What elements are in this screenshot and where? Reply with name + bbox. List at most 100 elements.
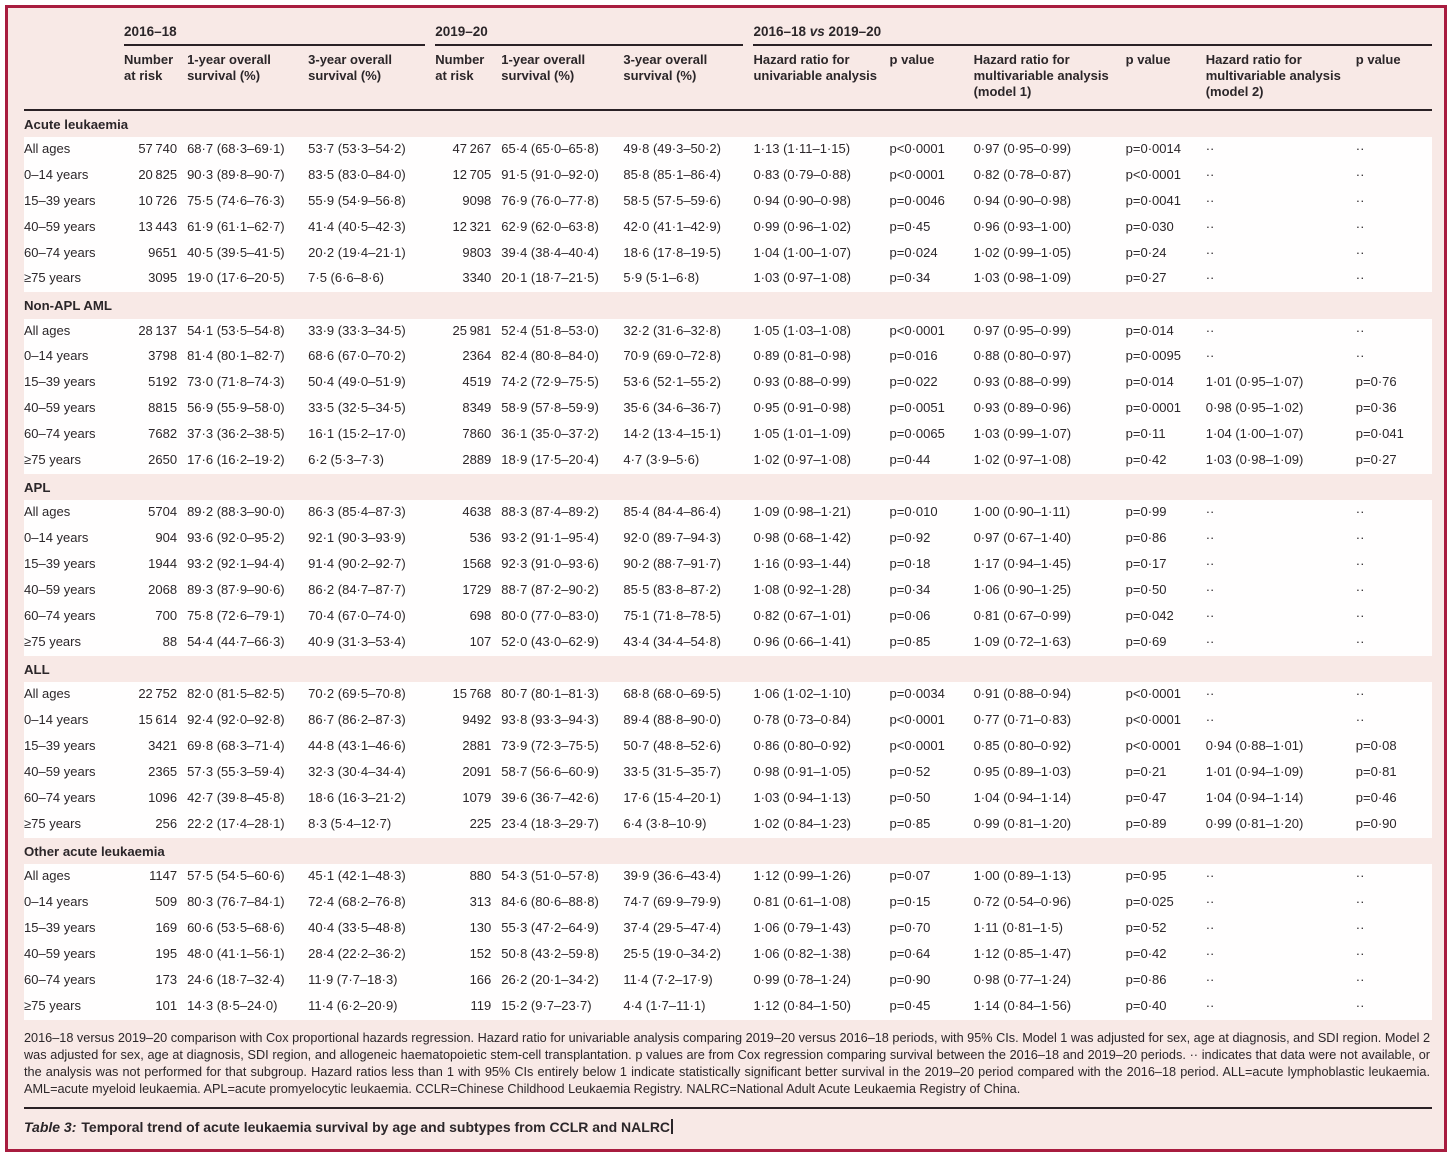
hr-univariable-cell: 0·99 (0·96–1·02): [753, 214, 890, 241]
hr-model1-cell: 1·03 (0·99–1·07): [973, 422, 1126, 449]
p-value-cell: ··: [1355, 578, 1432, 605]
os-1year-cell: 65·4 (65·0–65·8): [501, 136, 624, 163]
os-3year-cell: 50·4 (49·0–51·9): [308, 370, 436, 397]
section-row-other-acute-leukaemia: Other acute leukaemia: [24, 837, 1432, 864]
vs-text: vs: [809, 24, 825, 39]
age-row-60-74-years: 60–74 years 9651 40·5 (39·5–41·5) 20·2 (19·…: [24, 240, 1432, 267]
os-1year-cell: 93·6 (92·0–95·2): [187, 526, 309, 553]
hr-model1-cell: 1·12 (0·85–1·47): [973, 941, 1126, 968]
corner-cell: [24, 18, 124, 46]
p-value-cell: ··: [1355, 318, 1432, 345]
hr-model1-cell: 0·94 (0·90–0·98): [973, 188, 1126, 215]
hr-model2-cell: 1·01 (0·95–1·07): [1205, 370, 1356, 397]
os-3year-cell: 16·1 (15·2–17·0): [308, 422, 436, 449]
p-value-cell: p=0·70: [889, 915, 974, 942]
p-value-cell: p=0·0046: [889, 188, 974, 215]
row-label: All ages: [24, 682, 125, 709]
p-value-cell: p=0·0041: [1125, 188, 1206, 215]
hr-model1-cell: 1·04 (0·94–1·14): [973, 785, 1126, 812]
row-label: 0–14 years: [24, 708, 125, 735]
os-3year-cell: 86·3 (85·4–87·3): [308, 500, 436, 527]
hr-model1-cell: 0·96 (0·93–1·00): [973, 214, 1126, 241]
row-label: All ages: [24, 500, 125, 527]
p-value-cell: p<0·0001: [889, 136, 974, 163]
hr-model2-cell: ··: [1205, 344, 1356, 371]
column-header-3-year-overall-survival-2: 3-year overall survival (%): [308, 46, 436, 111]
hr-model1-cell: 1·02 (0·97–1·08): [973, 448, 1126, 475]
table3: 2016–18 2019–20 2016–18 vs 2019–20 Number a…: [24, 18, 1432, 1020]
hr-model1-cell: 0·85 (0·80–0·92): [973, 734, 1126, 760]
number-at-risk-cell: 3095: [124, 266, 188, 293]
number-at-risk-cell: 2091: [435, 759, 502, 786]
age-row-75-years: ≥75 years 256 22·2 (17·4–28·1) 8·3 (5·4–12·…: [24, 811, 1432, 838]
os-3year-cell: 17·6 (15·4–20·1): [623, 785, 754, 812]
number-at-risk-cell: 107: [435, 630, 502, 656]
os-1year-cell: 54·3 (51·0–57·8): [501, 863, 624, 890]
period-text: 2019–20: [435, 24, 488, 39]
p-value-cell: p=0·52: [889, 759, 974, 786]
p-value-cell: p=0·40: [1125, 993, 1206, 1020]
p-value-cell: p=0·42: [1125, 448, 1206, 475]
os-1year-cell: 55·3 (47·2–64·9): [501, 915, 624, 942]
hr-model1-cell: 0·98 (0·77–1·24): [973, 967, 1126, 994]
hr-univariable-cell: 1·06 (1·02–1·10): [753, 682, 890, 709]
os-3year-cell: 86·2 (84·7–87·7): [308, 578, 436, 605]
hr-model2-cell: ··: [1205, 526, 1356, 553]
row-label: All ages: [24, 863, 125, 890]
hr-univariable-cell: 1·04 (1·00–1·07): [753, 240, 890, 267]
os-3year-cell: 28·4 (22·2–36·2): [308, 941, 436, 968]
column-header-p-value-9: p value: [1125, 46, 1206, 111]
p-value-cell: ··: [1355, 915, 1432, 942]
column-group-2016-18-vs-2019-20: 2016–18 vs 2019–20: [753, 18, 1432, 46]
number-at-risk-cell: 3798: [124, 344, 188, 371]
hr-model1-cell: 1·06 (0·90–1·25): [973, 578, 1126, 605]
row-label: ≥75 years: [24, 448, 125, 475]
column-header-hazard-ratio-for-multivariable-analysis-model-2-10: Hazard ratio for multivariable analysis …: [1205, 46, 1356, 111]
os-1year-cell: 74·2 (72·9–75·5): [501, 370, 624, 397]
age-row-15-39-years: 15–39 years 5192 73·0 (71·8–74·3) 50·4 (49·…: [24, 370, 1432, 397]
hr-univariable-cell: 1·02 (0·97–1·08): [753, 448, 890, 475]
hr-univariable-cell: 1·12 (0·99–1·26): [753, 863, 890, 890]
age-row-0-14-years: 0–14 years 15 614 92·4 (92·0–92·8) 86·7 (86…: [24, 708, 1432, 735]
p-value-cell: ··: [1355, 500, 1432, 527]
number-at-risk-cell: 169: [124, 915, 188, 942]
column-header-p-value-11: p value: [1355, 46, 1432, 111]
age-row-0-14-years: 0–14 years 20 825 90·3 (89·8–90·7) 83·5 (83…: [24, 162, 1432, 189]
number-at-risk-cell: 7682: [124, 422, 188, 449]
p-value-cell: p=0·15: [889, 889, 974, 916]
hr-univariable-cell: 0·81 (0·61–1·08): [753, 889, 890, 916]
os-3year-cell: 75·1 (71·8–78·5): [623, 604, 754, 631]
p-value-cell: p=0·27: [1125, 266, 1206, 293]
hr-model2-cell: ··: [1205, 993, 1356, 1020]
p-value-cell: p=0·47: [1125, 785, 1206, 812]
os-1year-cell: 82·4 (80·8–84·0): [501, 344, 624, 371]
os-1year-cell: 54·4 (44·7–66·3): [187, 630, 309, 656]
hr-model1-cell: 0·88 (0·80–0·97): [973, 344, 1126, 371]
os-3year-cell: 41·4 (40·5–42·3): [308, 214, 436, 241]
hr-model1-cell: 0·72 (0·54–0·96): [973, 889, 1126, 916]
os-3year-cell: 70·4 (67·0–74·0): [308, 604, 436, 631]
hr-univariable-cell: 0·95 (0·91–0·98): [753, 396, 890, 423]
p-value-cell: p=0·07: [889, 863, 974, 890]
hr-model2-cell: ··: [1205, 578, 1356, 605]
number-at-risk-cell: 4519: [435, 370, 502, 397]
p-value-cell: p=0·0095: [1125, 344, 1206, 371]
os-1year-cell: 73·0 (71·8–74·3): [187, 370, 309, 397]
number-at-risk-cell: 2068: [124, 578, 188, 605]
row-label: 15–39 years: [24, 734, 125, 760]
age-row-40-59-years: 40–59 years 13 443 61·9 (61·1–62·7) 41·4 (4…: [24, 214, 1432, 241]
number-at-risk-cell: 10 726: [124, 188, 188, 215]
hr-model2-cell: ··: [1205, 941, 1356, 968]
os-3year-cell: 7·5 (6·6–8·6): [308, 266, 436, 293]
number-at-risk-cell: 22 752: [124, 682, 188, 709]
p-value-cell: ··: [1355, 552, 1432, 579]
hr-model1-cell: 0·82 (0·78–0·87): [973, 162, 1126, 189]
os-3year-cell: 43·4 (34·4–54·8): [623, 630, 754, 656]
os-3year-cell: 70·2 (69·5–70·8): [308, 682, 436, 709]
os-1year-cell: 39·6 (36·7–42·6): [501, 785, 624, 812]
os-1year-cell: 89·2 (88·3–90·0): [187, 500, 309, 527]
p-value-cell: p=0·0051: [889, 396, 974, 423]
age-row-75-years: ≥75 years 88 54·4 (44·7–66·3) 40·9 (31·3–53…: [24, 630, 1432, 656]
os-3year-cell: 32·3 (30·4–34·4): [308, 759, 436, 786]
hr-model2-cell: ··: [1205, 500, 1356, 527]
